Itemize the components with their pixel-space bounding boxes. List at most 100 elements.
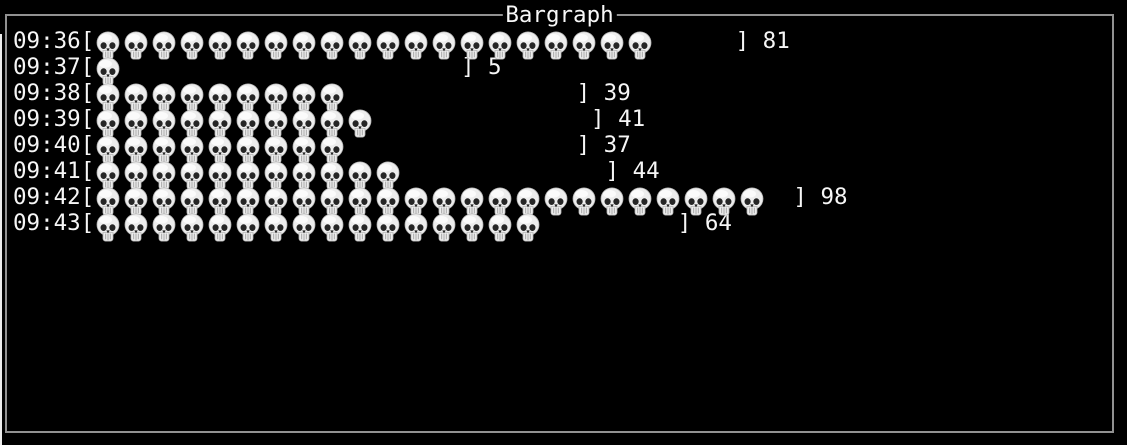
skull-icon (346, 184, 374, 216)
skull-icon (402, 184, 430, 216)
bracket-close: ] (460, 54, 475, 80)
skull-icon (94, 184, 122, 216)
bracket-open: [ (80, 80, 95, 106)
bracket-close: ] (576, 80, 591, 106)
time-label: 09:42 (13, 184, 81, 210)
bar-value: 39 (590, 80, 631, 106)
skull-icon (626, 184, 654, 216)
skull-icon (346, 210, 374, 242)
skull-icon (94, 158, 122, 190)
bargraph-row: 09:43[ (13, 210, 848, 242)
skull-icon (458, 184, 486, 216)
bar-padding (346, 80, 576, 106)
skull-icon (598, 184, 626, 216)
time-label: 09:36 (13, 28, 81, 54)
bar-value: 41 (604, 106, 646, 132)
bar-value: 5 (474, 54, 502, 80)
bargraph-row: 09:42[ (13, 184, 848, 216)
skull-icon (262, 28, 290, 60)
skull-icon (458, 210, 486, 242)
skull-icon (402, 28, 430, 60)
bracket-open: [ (80, 184, 95, 210)
skull-icon (570, 28, 598, 60)
bargraph-rows: 09:36[ (13, 28, 848, 242)
bar-skulls (94, 80, 346, 112)
skull-icon (178, 106, 206, 138)
skull-icon (234, 28, 262, 60)
skull-icon (486, 210, 514, 242)
bar-skulls (94, 132, 346, 164)
skull-icon (346, 158, 374, 190)
skull-icon (234, 158, 262, 190)
bargraph-row: 09:40[ (13, 132, 848, 164)
skull-icon (178, 132, 206, 164)
skull-icon (374, 210, 402, 242)
skull-icon (94, 210, 122, 242)
skull-icon (234, 210, 262, 242)
skull-icon (318, 210, 346, 242)
bracket-open: [ (80, 132, 95, 158)
skull-icon (290, 80, 318, 112)
bracket-open: [ (80, 210, 95, 236)
skull-icon (206, 28, 234, 60)
skull-icon (122, 80, 150, 112)
skull-icon (318, 158, 346, 190)
skull-icon (626, 28, 654, 60)
skull-icon (150, 28, 178, 60)
skull-icon (430, 28, 458, 60)
skull-icon (262, 106, 290, 138)
time-label: 09:41 (13, 158, 81, 184)
bracket-open: [ (80, 28, 95, 54)
skull-icon (94, 132, 122, 164)
skull-icon (94, 28, 122, 60)
bargraph-panel: Bargraph (5, 2, 1114, 433)
skull-icon (206, 80, 234, 112)
skull-icon (206, 132, 234, 164)
skull-icon (514, 210, 542, 242)
skull-icon (206, 106, 234, 138)
skull-icon (122, 106, 150, 138)
skull-icon (122, 210, 150, 242)
skull-icon (486, 184, 514, 216)
skull-icon (234, 80, 262, 112)
bar-skulls (94, 184, 766, 216)
time-label: 09:39 (13, 106, 81, 132)
skull-icon (486, 28, 514, 60)
skull-icon (122, 132, 150, 164)
skull-icon (150, 106, 178, 138)
skull-icon (654, 184, 682, 216)
skull-icon (346, 106, 374, 138)
skull-icon (150, 184, 178, 216)
skull-icon (262, 132, 290, 164)
skull-icon (318, 28, 346, 60)
skull-icon (374, 158, 402, 190)
skull-icon (402, 210, 430, 242)
skull-icon (150, 132, 178, 164)
skull-icon (206, 158, 234, 190)
bar-skulls (94, 158, 402, 190)
skull-icon (122, 28, 150, 60)
skull-icon (458, 28, 486, 60)
bar-value: 44 (619, 158, 660, 184)
bar-value: 81 (749, 28, 790, 54)
skull-icon (290, 158, 318, 190)
skull-icon (542, 28, 570, 60)
bargraph-row: 09:37[ ] 5 (13, 54, 848, 86)
bracket-close: ] (677, 210, 692, 236)
skull-icon (318, 184, 346, 216)
skull-icon (262, 210, 290, 242)
skull-icon (346, 28, 374, 60)
skull-icon (290, 210, 318, 242)
bracket-close: ] (793, 184, 807, 210)
skull-icon (150, 158, 178, 190)
bar-padding (346, 132, 576, 158)
bar-padding (374, 106, 591, 132)
skull-icon (598, 28, 626, 60)
skull-icon (178, 184, 206, 216)
bargraph-row: 09:36[ (13, 28, 848, 60)
skull-icon (178, 158, 206, 190)
bargraph-row: 09:39[ (13, 106, 848, 138)
bargraph-row: 09:41[ (13, 158, 848, 190)
bracket-close: ] (605, 158, 620, 184)
